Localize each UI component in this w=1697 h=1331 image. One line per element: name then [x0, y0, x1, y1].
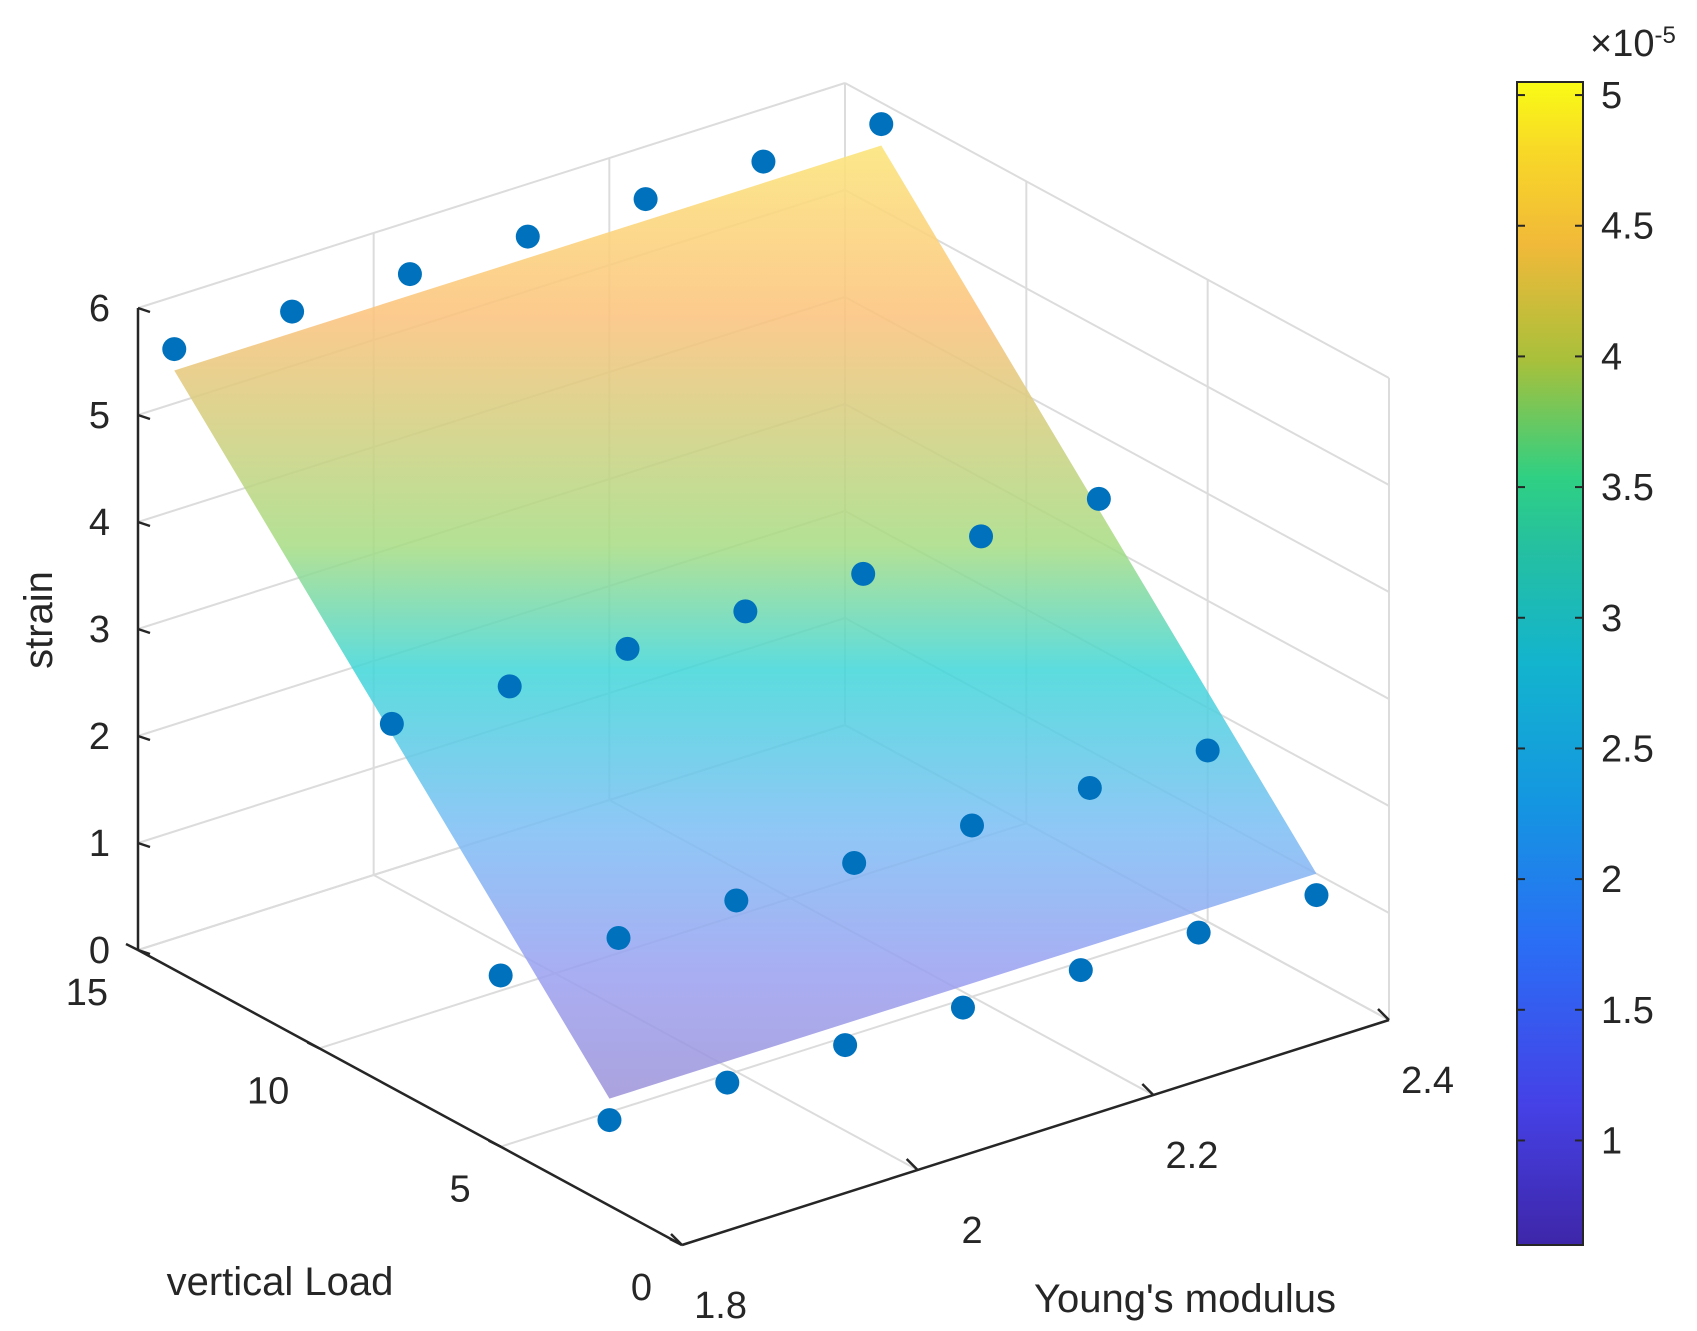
- z-tick-label: 3: [89, 609, 110, 651]
- colorbar-bar: [1516, 81, 1584, 1246]
- gridline-z-side: [844, 82, 1390, 379]
- x-tick-label: 2: [962, 1210, 983, 1252]
- colorbar-tick-label: 3: [1601, 598, 1622, 640]
- x-tick-mark: [905, 1158, 919, 1171]
- z-tick-mark: [137, 627, 151, 635]
- data-point: [842, 850, 867, 875]
- y-tick-label: 0: [631, 1267, 652, 1309]
- data-point: [1186, 920, 1211, 945]
- z-axis-label: strain: [17, 571, 61, 669]
- colorbar: 1 1.5 2 2.5 3 3.5 4 4.5 5 ×10-5: [1516, 22, 1676, 1246]
- z-tick-label: 0: [89, 930, 110, 972]
- scatter-series: [162, 112, 1329, 1133]
- data-point: [733, 599, 758, 624]
- x-axis-label: Young's modulus: [1034, 1277, 1336, 1321]
- z-tick-mark: [137, 520, 151, 528]
- data-point: [1304, 883, 1329, 908]
- x-tick-label: 1.8: [694, 1285, 747, 1327]
- data-point: [397, 262, 422, 287]
- x-tick-mark: [1141, 1083, 1155, 1096]
- data-point: [869, 112, 894, 137]
- gridline-y-floor: [500, 920, 1208, 1148]
- gridline-z-back: [137, 82, 846, 309]
- data-point: [162, 337, 187, 362]
- data-point: [488, 963, 513, 988]
- z-tick-label: 6: [89, 288, 110, 330]
- data-point: [851, 561, 876, 586]
- z-tick-mark: [137, 841, 151, 849]
- y-tick-mark: [125, 942, 139, 952]
- data-point: [633, 187, 658, 212]
- data-point: [280, 299, 305, 324]
- data-point: [1086, 486, 1111, 511]
- colorbar-tick-label: 1.5: [1601, 990, 1654, 1032]
- y-tick-mark: [488, 1139, 502, 1148]
- data-point: [833, 1033, 858, 1058]
- data-point: [950, 995, 975, 1020]
- data-point: [1195, 738, 1220, 763]
- y-tick-label: 5: [450, 1169, 471, 1211]
- colorbar-tick-label: 4: [1601, 336, 1622, 378]
- data-point: [1077, 775, 1102, 800]
- y-axis-line: [137, 948, 683, 1247]
- data-point: [969, 524, 994, 549]
- data-point: [515, 224, 540, 249]
- y-tick-mark: [306, 1041, 320, 1050]
- z-tick-label: 1: [89, 823, 110, 865]
- z-tick-mark: [137, 948, 151, 956]
- colorbar-exponent-base: ×10: [1590, 23, 1654, 65]
- data-point: [497, 674, 522, 699]
- data-point: [615, 636, 640, 661]
- z-tick-mark: [137, 734, 151, 742]
- data-point: [960, 813, 984, 838]
- data-point: [1068, 958, 1093, 983]
- colorbar-ticks: 1 1.5 2 2.5 3 3.5 4 4.5 5: [1517, 75, 1654, 1162]
- y-tick-label: 15: [66, 972, 108, 1014]
- x-tick-mark: [670, 1233, 683, 1246]
- x-tick-mark: [1377, 1008, 1390, 1021]
- z-tick-label: 4: [89, 502, 110, 544]
- z-tick-label: 5: [89, 395, 110, 437]
- colorbar-tick-label: 2: [1601, 859, 1622, 901]
- colorbar-tick-label: 3.5: [1601, 467, 1654, 509]
- colorbar-exponent: ×10-5: [1590, 22, 1676, 66]
- data-point: [379, 711, 404, 736]
- z-tick-mark: [137, 413, 151, 421]
- tick-labels: 0 1 2 3 4 5 6 0 5 10 15 1.8 2 2.2 2.4: [66, 288, 1454, 1327]
- colorbar-exponent-power: -5: [1654, 22, 1675, 49]
- data-point: [597, 1108, 622, 1133]
- colorbar-tick-label: 5: [1601, 75, 1622, 117]
- y-tick-label: 10: [247, 1070, 289, 1112]
- data-point: [715, 1070, 740, 1095]
- x-tick-label: 2.4: [1401, 1060, 1454, 1102]
- x-tick-label: 2.2: [1166, 1135, 1219, 1177]
- colorbar-tick-label: 4.5: [1601, 206, 1654, 248]
- z-tick-label: 2: [89, 716, 110, 758]
- data-point: [751, 149, 776, 174]
- x-axis-line: [681, 1018, 1390, 1247]
- z-tick-mark: [137, 306, 151, 314]
- colorbar-tick-label: 1: [1601, 1120, 1622, 1162]
- data-point: [724, 888, 749, 913]
- data-point: [606, 925, 631, 950]
- y-axis-label: vertical Load: [167, 1260, 394, 1304]
- colorbar-tick-label: 2.5: [1601, 728, 1654, 770]
